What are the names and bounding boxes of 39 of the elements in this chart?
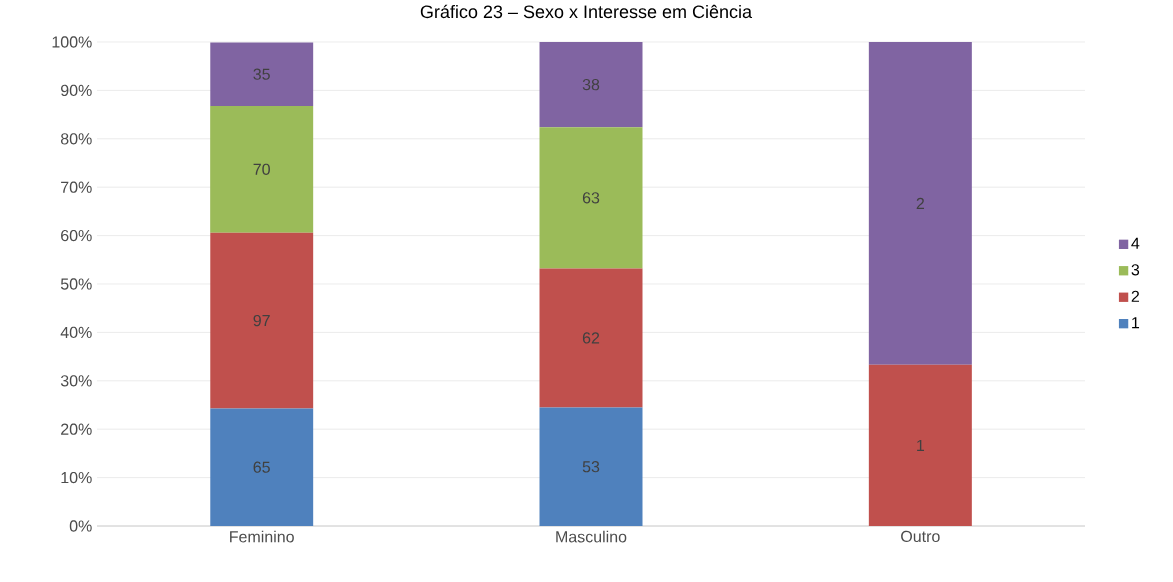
y-tick-label: 0% — [69, 520, 92, 532]
legend-label: 2 — [1131, 290, 1140, 302]
legend-label: 1 — [1132, 317, 1140, 329]
annotation: 62 — [582, 332, 600, 344]
y-tick-label: 10% — [61, 471, 92, 484]
x-tick-label: Feminino — [230, 530, 294, 543]
annotation: 53 — [582, 461, 600, 473]
annotation: 63 — [582, 192, 600, 204]
x-tick-label: Outro — [901, 530, 940, 543]
bar — [868, 364, 972, 526]
y-tick-label: 40% — [60, 326, 92, 339]
legend-label: 3 — [1131, 264, 1140, 276]
annotation: 1 — [917, 439, 925, 451]
annotation: 2 — [916, 197, 924, 209]
y-tick-label: 100% — [52, 36, 92, 48]
chart-title: Gráfico 23 – Sexo x Interesse em Ciência — [420, 4, 753, 19]
bar — [210, 232, 314, 409]
y-tick-label: 50% — [60, 278, 92, 290]
bar — [210, 408, 314, 526]
y-tick-label: 30% — [60, 375, 92, 387]
bar — [539, 42, 643, 128]
y-tick-label: 80% — [60, 133, 92, 145]
y-tick-label: 70% — [61, 181, 92, 193]
y-tick-label: 90% — [61, 84, 92, 97]
bar — [539, 407, 643, 526]
bar — [210, 105, 314, 233]
y-tick-label: 60% — [61, 229, 92, 242]
annotation: 35 — [253, 68, 270, 80]
annotation: 38 — [582, 78, 600, 91]
bar — [539, 268, 643, 408]
y-tick-label: 20% — [61, 423, 92, 435]
bar — [539, 127, 643, 269]
annotation: 70 — [253, 163, 270, 175]
legend-label: 4 — [1131, 237, 1140, 249]
x-tick-label: Masculino — [556, 530, 627, 543]
annotation: 65 — [253, 461, 270, 473]
bar — [868, 42, 972, 365]
bar — [210, 42, 314, 106]
annotation: 97 — [253, 314, 270, 327]
